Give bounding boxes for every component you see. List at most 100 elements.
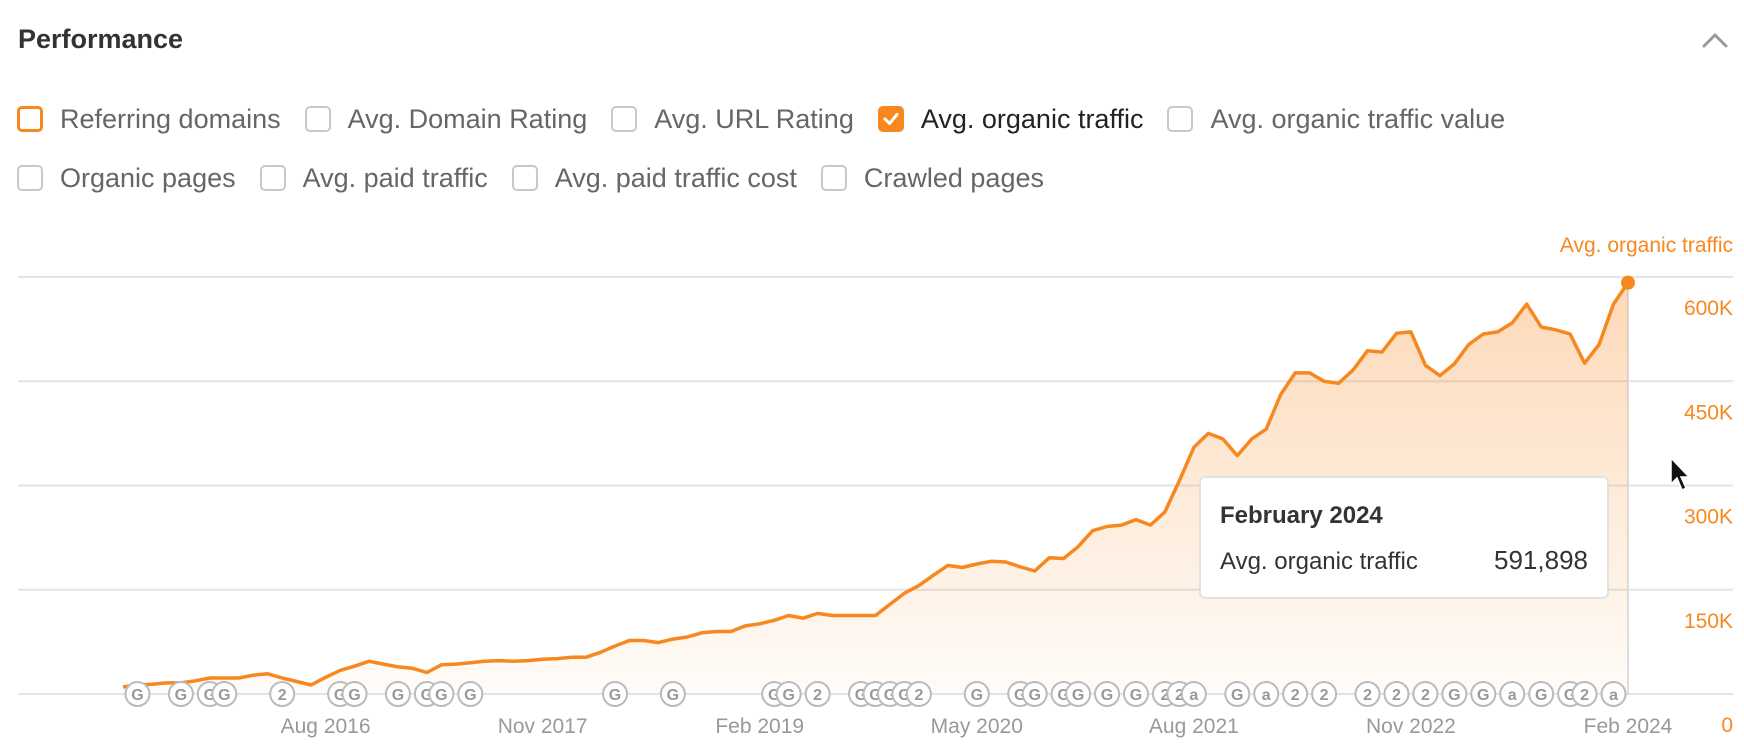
event-label: a <box>1189 687 1198 704</box>
event-label: 2 <box>1175 687 1184 704</box>
event-marker <box>1383 681 1410 707</box>
event-marker <box>905 681 932 707</box>
tooltip-label: Avg. organic traffic <box>1220 548 1418 575</box>
metric-checkbox[interactable]: Crawled pages <box>820 162 1044 193</box>
event-marker <box>211 681 238 707</box>
event-marker <box>1065 681 1092 707</box>
checkbox[interactable] <box>259 165 286 191</box>
event-label: G <box>1477 687 1489 704</box>
checkbox[interactable] <box>1167 106 1194 132</box>
collapse-toggle[interactable] <box>1700 28 1730 52</box>
event-marker <box>602 681 629 707</box>
event-marker <box>1122 681 1149 707</box>
event-marker <box>167 681 194 707</box>
event-label: G <box>1535 687 1547 704</box>
checkbox-label[interactable]: Avg. Domain Rating <box>347 103 588 134</box>
checkbox[interactable] <box>304 106 331 132</box>
event-label: G <box>131 687 143 704</box>
x-tick-label: May 2020 <box>931 715 1023 738</box>
event-label: a <box>1262 687 1271 704</box>
tooltip-value: 591,898 <box>1494 545 1588 575</box>
event-label: 2 <box>813 687 822 704</box>
event-label: 2 <box>1363 687 1372 704</box>
point <box>1621 275 1635 290</box>
x-tick-label: Nov 2022 <box>1366 715 1456 738</box>
event-label: G <box>1028 687 1040 704</box>
metric-checkbox[interactable]: Avg. Domain Rating <box>304 103 588 134</box>
event-label: 2 <box>1160 687 1169 704</box>
y-tick-label: 450K <box>1684 401 1733 424</box>
checkbox-label[interactable]: Organic pages <box>60 162 236 193</box>
event-marker <box>1282 681 1309 707</box>
checkbox-label[interactable]: Crawled pages <box>863 162 1044 193</box>
event-marker <box>428 681 455 707</box>
y-axis-title: Avg. organic traffic <box>1560 234 1733 257</box>
checkbox-label[interactable]: Avg. paid traffic cost <box>554 162 797 193</box>
event-marker <box>269 681 296 707</box>
checkbox-label[interactable]: Avg. organic traffic value <box>1210 103 1506 134</box>
checkbox-label[interactable]: Referring domains <box>60 103 281 134</box>
event-marker <box>659 681 686 707</box>
event-label: 2 <box>1421 687 1430 704</box>
checkbox[interactable] <box>877 106 904 132</box>
event-marker <box>804 681 831 707</box>
event-label: G <box>609 687 621 704</box>
checkbox[interactable] <box>511 165 538 191</box>
checkbox[interactable] <box>17 165 43 191</box>
y-tick-label: 600K <box>1684 297 1733 320</box>
event-label: 2 <box>914 687 923 704</box>
event-label: 2 <box>1291 687 1300 704</box>
event-label: G <box>667 687 679 704</box>
checkbox[interactable] <box>17 106 43 132</box>
check-icon <box>883 113 899 125</box>
metric-checkbox[interactable]: Avg. paid traffic <box>259 162 488 193</box>
line <box>122 281 1630 689</box>
event-marker <box>1499 681 1526 707</box>
event-marker <box>963 681 990 707</box>
event-marker <box>457 681 484 707</box>
checkbox-label[interactable]: Avg. paid traffic <box>302 162 488 193</box>
event-marker <box>1470 681 1497 707</box>
event-marker <box>1600 681 1627 707</box>
event-marker <box>1224 681 1251 707</box>
event-label: G <box>1130 687 1142 704</box>
tooltip-title: February 2024 <box>1220 502 1383 529</box>
event-label: G <box>1448 687 1460 704</box>
metric-checkbox[interactable]: Avg. paid traffic cost <box>511 162 797 193</box>
event-marker <box>1571 681 1598 707</box>
y-tick-label: 150K <box>1684 610 1733 633</box>
event-label: G <box>782 687 794 704</box>
x-tick-label: Aug 2021 <box>1149 715 1239 738</box>
mouse-cursor <box>1670 456 1691 492</box>
event-label: a <box>1508 687 1517 704</box>
checkbox-label[interactable]: Avg. organic traffic <box>920 103 1144 134</box>
event-label: a <box>1609 687 1618 704</box>
metric-checkbox[interactable]: Avg. organic traffic value <box>1167 104 1505 134</box>
metric-checkbox[interactable]: Referring domains <box>17 104 281 134</box>
event-marker <box>1253 681 1280 707</box>
event-marker <box>1311 681 1338 707</box>
event-label: G <box>971 687 983 704</box>
event-marker <box>775 681 802 707</box>
checkbox[interactable] <box>820 165 847 191</box>
event-marker <box>384 681 411 707</box>
event-label: G <box>1072 687 1084 704</box>
event-marker <box>341 681 368 707</box>
event-label: 2 <box>1320 687 1329 704</box>
y-tick-label: 300K <box>1684 506 1733 529</box>
metric-options: Referring domains Avg. Domain Rating Avg. … <box>17 104 1617 193</box>
metric-checkbox[interactable]: Organic pages <box>17 163 236 193</box>
event-label: 2 <box>278 687 287 704</box>
event-label: G <box>348 687 360 704</box>
x-tick-label: Feb 2024 <box>1584 715 1673 738</box>
metric-checkbox[interactable]: Avg. URL Rating <box>611 104 854 134</box>
event-label: 2 <box>1392 687 1401 704</box>
checkbox-label[interactable]: Avg. URL Rating <box>654 103 854 134</box>
checkbox[interactable] <box>611 106 638 132</box>
event-marker <box>1021 681 1048 707</box>
event-label: G <box>175 687 187 704</box>
event-label: G <box>1101 687 1113 704</box>
metric-checkbox[interactable]: Avg. organic traffic <box>877 103 1144 134</box>
event-marker <box>1412 681 1439 707</box>
